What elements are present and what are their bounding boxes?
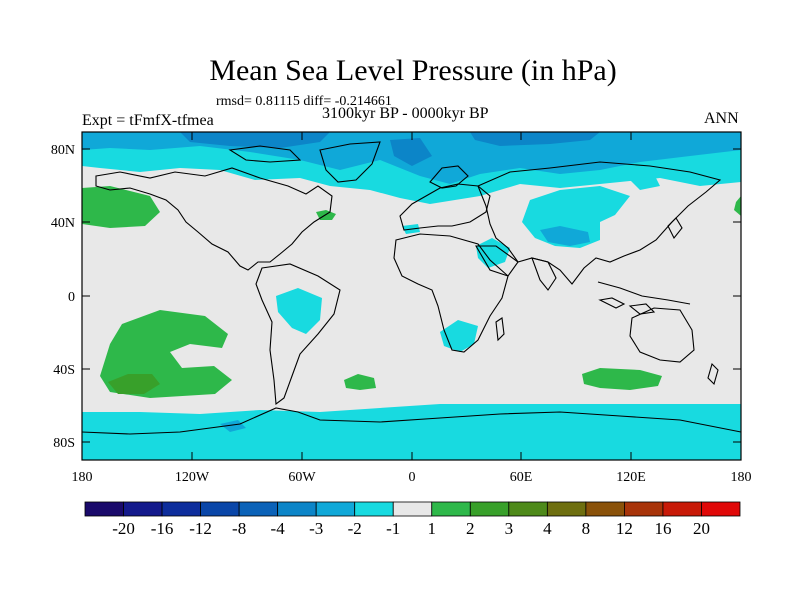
colorbar-label: -20 [112, 519, 135, 538]
southern-ocean-negative-core [220, 420, 246, 432]
experiment-label: Expt = tFmfX-tfmea [82, 112, 214, 129]
colorbar-label: -16 [151, 519, 174, 538]
coastline-europe [399, 183, 491, 231]
coastline-japan [667, 217, 683, 240]
colorbar-label: 20 [693, 519, 710, 538]
coastline-southeast-asia [597, 281, 691, 305]
coastline-asia [477, 161, 722, 285]
arctic-negative-deep [180, 132, 330, 148]
colorbar-swatch [354, 501, 394, 517]
lat-label-0: 0 [68, 290, 75, 305]
colorbar-swatch [508, 501, 548, 517]
colorbar-swatch [200, 501, 240, 517]
pressure-field [82, 132, 741, 460]
colorbar-swatch [701, 501, 741, 517]
lon-label-180w: 180 [72, 470, 93, 485]
colorbar-label: 8 [582, 519, 591, 538]
lon-label-0: 0 [409, 470, 416, 485]
season-label: ANN [704, 110, 739, 127]
lat-label-40s: 40S [53, 363, 75, 378]
arctic-negative-deep-east [470, 132, 600, 146]
coastline-scandinavia [429, 165, 469, 189]
lat-label-80n: 80N [51, 143, 75, 158]
colorbar-swatch [315, 501, 356, 517]
colorbar-swatch [624, 501, 664, 517]
arctic-negative-atlantic [390, 138, 432, 166]
colorbar-label: -3 [309, 519, 323, 538]
period-label: 3100kyr BP - 0000kyr BP [322, 105, 489, 122]
colorbar-swatch [123, 501, 163, 517]
colorbar-swatch [662, 501, 702, 517]
colorbar-label: -2 [348, 519, 362, 538]
colorbar-labels: -20 -16 -12 -8 -4 -3 -2 -1 1 2 3 4 8 12 16 20 [112, 519, 710, 538]
coastline-indonesia [598, 297, 656, 315]
colorbar-swatch [392, 501, 433, 517]
lon-label-180e: 180 [731, 470, 752, 485]
asia-negative-core [540, 226, 590, 246]
coastlines [82, 141, 741, 435]
colorbar-swatch [469, 501, 510, 517]
colorbar-swatch [431, 501, 471, 517]
colorbar-swatch [546, 501, 587, 517]
lat-label-80s: 80S [53, 436, 75, 451]
coastline-greenland [319, 141, 381, 183]
lon-label-120w: 120W [175, 470, 210, 485]
east-pacific-positive-edge [734, 196, 741, 216]
colorbar-swatch [277, 501, 317, 517]
colorbar-label: 2 [466, 519, 475, 538]
coastline-australia [629, 307, 695, 363]
coastline-new-zealand [707, 362, 719, 386]
coastline-india [531, 257, 557, 291]
colorbar-label: -8 [232, 519, 246, 538]
colorbar-swatch [161, 501, 201, 517]
colorbar-label: 3 [505, 519, 514, 538]
colorbar-label: 4 [543, 519, 552, 538]
colorbar-swatch [84, 501, 124, 517]
coastline-arctic-islands [228, 145, 302, 163]
south-pacific-positive-core [108, 374, 160, 394]
coastline-north-america [95, 167, 333, 271]
colorbar-label: 12 [616, 519, 633, 538]
south-america-negative [276, 288, 322, 334]
south-atlantic-positive [344, 374, 376, 390]
chart-title: Mean Sea Level Pressure (in hPa) [209, 54, 617, 87]
map-ticks [82, 132, 741, 460]
indian-ocean-positive [582, 368, 662, 390]
southern-ocean-negative [82, 404, 741, 460]
coastline-madagascar [495, 317, 505, 342]
colorbar-swatch [585, 501, 625, 517]
north-pacific-positive [82, 186, 160, 228]
lon-label-60e: 60E [510, 470, 533, 485]
colorbar-label: -4 [271, 519, 286, 538]
colorbar [84, 501, 741, 517]
coastline-africa [393, 233, 509, 353]
rmsd-diff-stats: rmsd= 0.81115 diff= -0.214661 [216, 94, 392, 109]
lon-label-60w: 60W [288, 470, 316, 485]
coastline-arabia [475, 245, 519, 277]
coastline-antarctica [82, 407, 741, 435]
colorbar-swatch [238, 501, 279, 517]
north-pacific-east-negative [630, 176, 660, 190]
colorbar-label: 1 [428, 519, 437, 538]
lat-label-40n: 40N [51, 216, 75, 231]
colorbar-label: -12 [189, 519, 212, 538]
coastline-south-america [255, 263, 341, 406]
colorbar-label: 16 [654, 519, 671, 538]
colorbar-label: -1 [386, 519, 400, 538]
lon-label-120e: 120E [616, 470, 646, 485]
